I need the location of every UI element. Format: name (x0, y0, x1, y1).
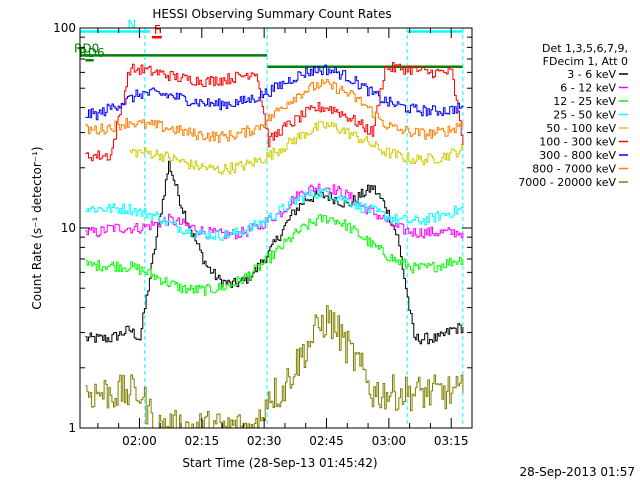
series-line-4 (129, 121, 464, 175)
legend-entry-label-1: 6 - 12 keV (560, 82, 616, 95)
y-tick-label-0: 1 (68, 421, 76, 435)
axis-ticks-layer: 02:00 02:15 02:30 02:45 03:00 03:15 1 10 100 (53, 21, 473, 448)
series-line-5 (85, 62, 464, 162)
plot-timestamp: 28-Sep-2013 01:57 (520, 465, 635, 479)
x-tick-label-2: 02:30 (247, 434, 282, 448)
x-tick-label-3: 02:45 (309, 434, 344, 448)
series-line-0 (85, 160, 464, 345)
state-line-label-7: RD6 (79, 46, 104, 60)
legend-entry-label-2: 12 - 25 keV (553, 95, 616, 108)
legend-entry-label-0: 3 - 6 keV (567, 68, 616, 81)
x-tick-label-5: 03:15 (434, 434, 469, 448)
series-line-3 (85, 187, 464, 241)
legend-header-line-1: FDecim 1, Att 0 (543, 55, 628, 68)
y-tick-label-1: 10 (61, 221, 76, 235)
legend-entry-label-6: 300 - 800 keV (539, 149, 616, 162)
legend: Det 1,3,5,6,7,9,FDecim 1, Att 03 - 6 keV… (518, 42, 628, 189)
legend-entry-label-3: 25 - 50 keV (553, 109, 616, 122)
series-line-7 (85, 78, 464, 143)
series-line-1 (85, 183, 464, 240)
series-line-8 (85, 305, 464, 429)
series-layer (85, 62, 464, 429)
state-line-label-1: N (127, 18, 136, 32)
legend-entry-label-7: 800 - 7000 keV (532, 163, 616, 176)
series-line-2 (85, 214, 464, 296)
x-tick-label-1: 02:15 (185, 434, 220, 448)
y-tick-label-2: 100 (53, 21, 76, 35)
state-line-label-3: F (154, 23, 161, 37)
y-axis-title: Count Rate (s⁻¹ detector⁻¹) (30, 146, 44, 309)
chart-title: HESSI Observing Summary Count Rates (152, 7, 391, 21)
legend-entry-label-5: 100 - 300 keV (539, 136, 616, 149)
series-line-6 (85, 64, 464, 121)
legend-entry-label-8: 7000 - 20000 keV (518, 176, 616, 189)
legend-entry-label-4: 50 - 100 keV (546, 122, 616, 135)
x-tick-label-0: 02:00 (122, 434, 157, 448)
legend-header-line-0: Det 1,3,5,6,7,9, (542, 42, 628, 55)
x-axis-title: Start Time (28-Sep-13 01:45:42) (182, 456, 377, 470)
x-tick-label-4: 03:00 (372, 434, 407, 448)
